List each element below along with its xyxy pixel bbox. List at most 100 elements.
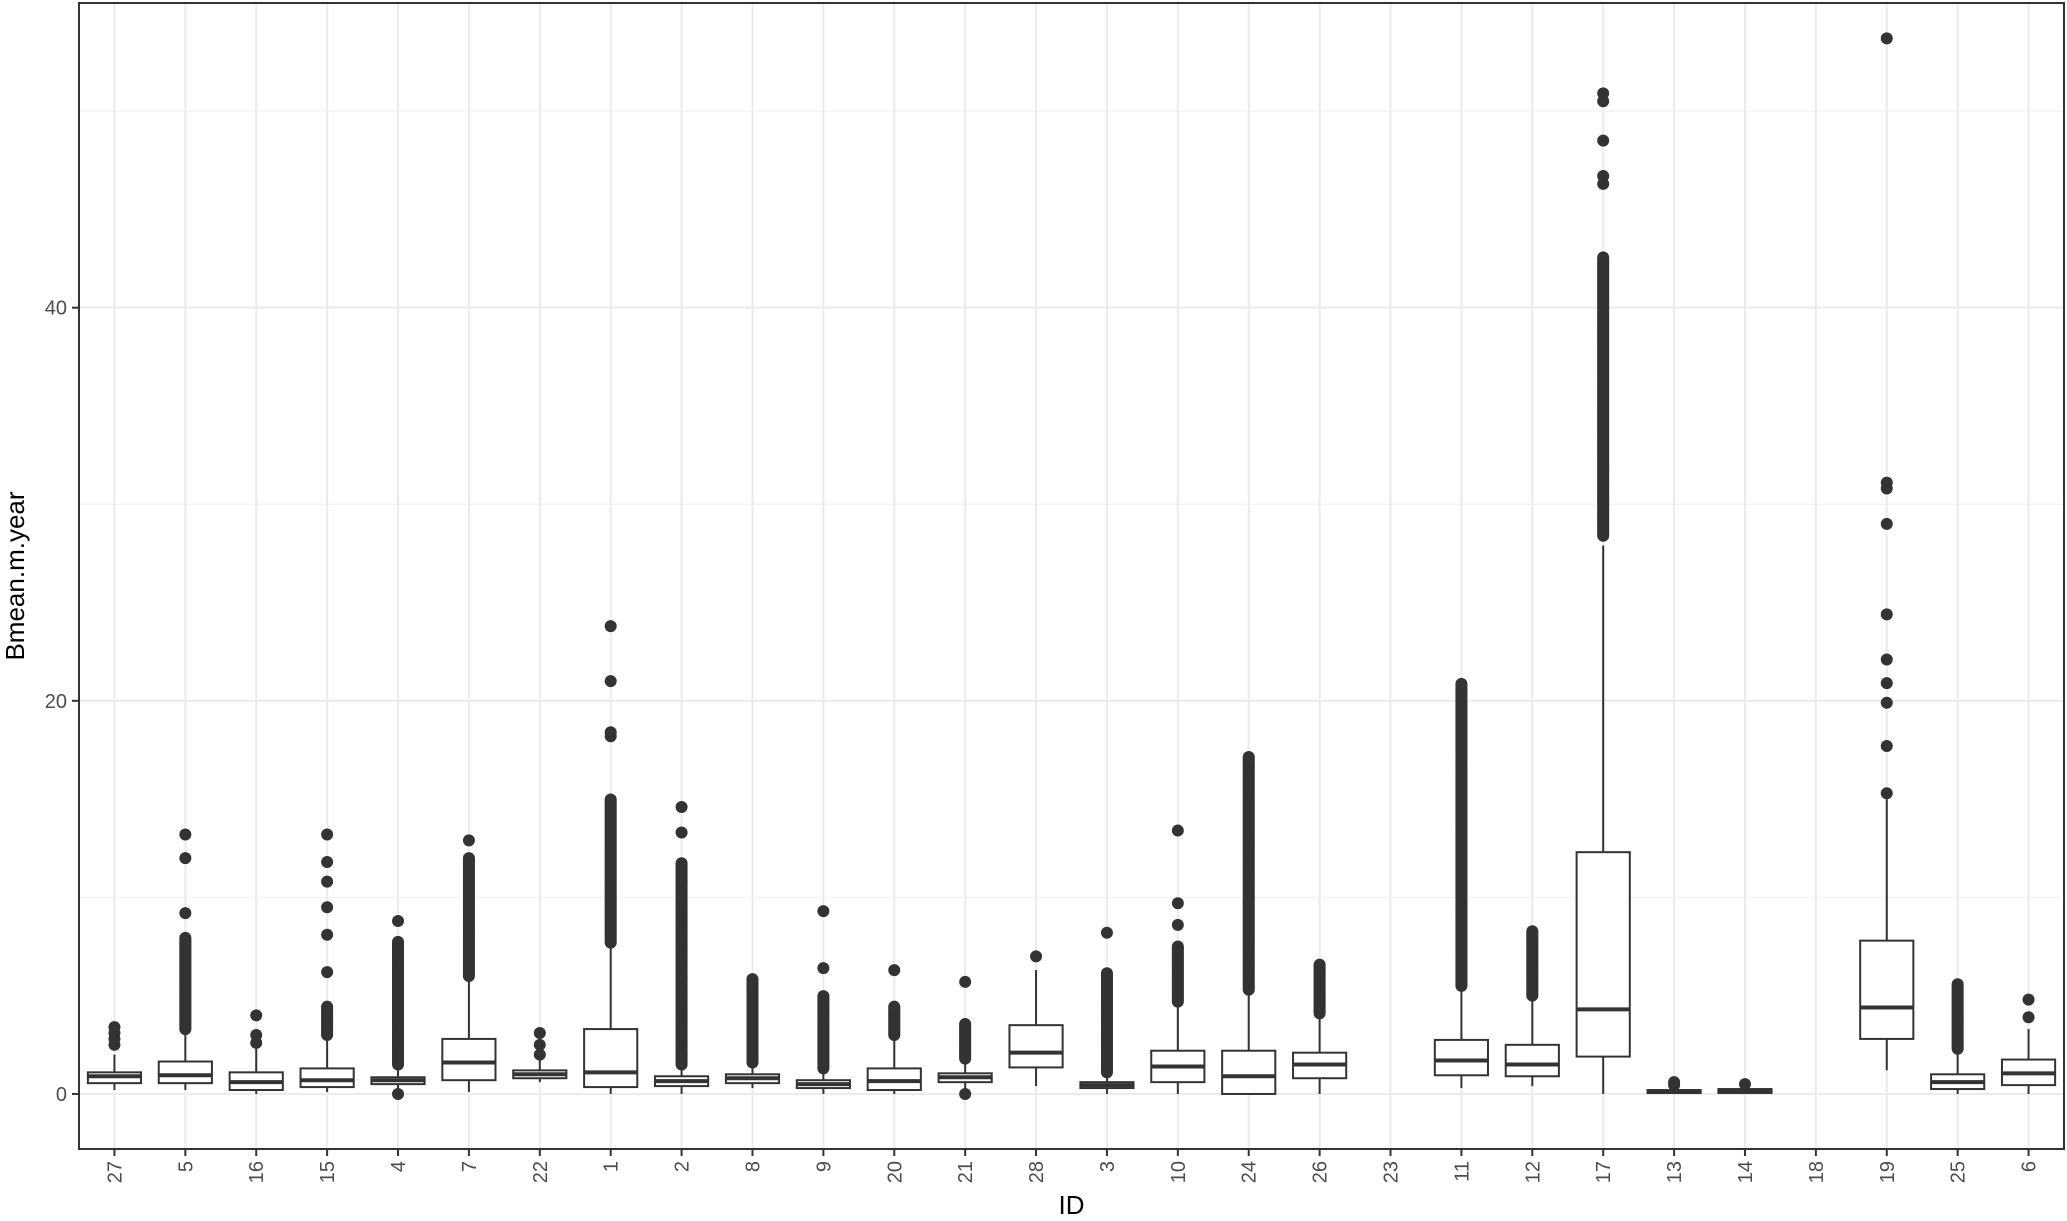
box-3 (1079, 926, 1135, 1094)
box-iqr (157, 1060, 213, 1085)
x-tick-label: 7 (459, 1161, 481, 1172)
outlier-point (2022, 993, 2035, 1006)
outlier-point (1880, 740, 1893, 753)
outlier-point (321, 875, 334, 888)
outlier-point (1738, 1078, 1751, 1091)
x-tick-label: 1 (601, 1161, 623, 1172)
outlier-point (959, 1087, 972, 1100)
box-iqr (1859, 939, 1915, 1040)
x-tick-label: 2 (672, 1161, 694, 1172)
outlier-point (1171, 940, 1184, 953)
x-tick-label: 9 (813, 1161, 835, 1172)
outlier-point (959, 975, 972, 988)
x-tick-label: 10 (1168, 1161, 1190, 1183)
x-tick-label: 5 (175, 1161, 197, 1172)
outlier-point (817, 990, 830, 1003)
x-tick-label: 11 (1451, 1161, 1473, 1182)
box-21 (937, 975, 993, 1100)
outlier-point (1171, 897, 1184, 910)
x-tick-label: 25 (1948, 1161, 1970, 1183)
outlier-point (1880, 696, 1893, 709)
box-22 (512, 1027, 568, 1083)
box-iqr (1008, 1024, 1064, 1069)
outlier-point (604, 620, 617, 633)
x-tick-label: 13 (1664, 1161, 1686, 1183)
box-13 (1646, 1076, 1702, 1094)
outlier-point (1880, 787, 1893, 800)
outlier-point (1171, 824, 1184, 837)
x-tick-label: 8 (742, 1161, 764, 1172)
outlier-point (1597, 87, 1610, 100)
outlier-point (321, 966, 334, 979)
outlier-point (1597, 134, 1610, 147)
box-25 (1930, 978, 1986, 1094)
x-tick-label: 4 (388, 1161, 410, 1172)
grid (79, 3, 2064, 1149)
boxes (86, 32, 2057, 1100)
box-12 (1504, 925, 1560, 1087)
outlier-point (1880, 653, 1893, 666)
box-9 (795, 905, 851, 1094)
y-tick-label: 20 (45, 691, 67, 713)
outlier-point (1668, 1076, 1681, 1089)
panel-border (78, 2, 2065, 1150)
box-6 (2000, 993, 2057, 1094)
box-5 (157, 828, 213, 1091)
x-axis-title: ID (1059, 1190, 1085, 1220)
outlier-point (1880, 608, 1893, 621)
x-tick-label: 28 (1026, 1161, 1048, 1183)
outlier-point (1597, 169, 1610, 182)
outlier-point (179, 931, 192, 944)
outlier-point (888, 1000, 901, 1013)
x-tick-label: 16 (246, 1161, 268, 1183)
box-10 (1150, 824, 1206, 1094)
outlier-point (108, 1021, 121, 1034)
x-tick-label: 12 (1522, 1161, 1544, 1183)
box-4 (370, 914, 426, 1100)
outlier-point (1880, 517, 1893, 530)
outlier-point (1880, 677, 1893, 690)
outlier-point (1100, 967, 1113, 980)
outlier-point (1171, 918, 1184, 931)
outlier-point (321, 828, 334, 841)
outlier-point (321, 928, 334, 941)
outlier-point (1951, 978, 1964, 991)
box-26 (1292, 958, 1348, 1094)
outlier-point (533, 1048, 546, 1061)
x-tick-label: 18 (1806, 1161, 1828, 1183)
outlier-point (604, 793, 617, 806)
box-iqr (299, 1067, 355, 1089)
outlier-point (392, 1087, 405, 1100)
outlier-point (1242, 751, 1255, 764)
x-tick-label: 19 (1877, 1161, 1899, 1183)
outlier-point (321, 1000, 334, 1013)
box-iqr (1575, 851, 1631, 1058)
box-28 (1008, 950, 1064, 1087)
x-tick-label: 15 (317, 1161, 339, 1183)
x-tick-label: 27 (104, 1161, 126, 1183)
y-tick-label: 0 (56, 1084, 67, 1106)
outlier-point (250, 1028, 263, 1041)
outlier-point (462, 834, 475, 847)
outlier-point (746, 973, 759, 986)
outlier-point (392, 935, 405, 948)
x-tick-label: 26 (1310, 1161, 1332, 1183)
box-iqr (1504, 1043, 1560, 1078)
box-iqr (1433, 1038, 1489, 1077)
box-15 (299, 828, 355, 1092)
x-axis: 27 5 16 15 4 7 22 1 2 8 9 20 21 28 3 10 24 26 23 11 12 17 13 14… (104, 1149, 2041, 1183)
box-iqr (441, 1037, 497, 1082)
x-tick-label: 20 (884, 1161, 906, 1183)
x-tick-label: 17 (1593, 1161, 1615, 1183)
outlier-point (604, 675, 617, 688)
outlier-point (1880, 32, 1893, 45)
box-20 (866, 964, 922, 1094)
box-1 (583, 620, 639, 1094)
outlier-point (250, 1009, 263, 1022)
outlier-point (1455, 677, 1468, 690)
outlier-point (1313, 958, 1326, 971)
outlier-point (675, 857, 688, 870)
y-axis-title: Bmean.m.year (0, 491, 30, 660)
outlier-point (2022, 1011, 2035, 1024)
outlier-point (817, 962, 830, 975)
